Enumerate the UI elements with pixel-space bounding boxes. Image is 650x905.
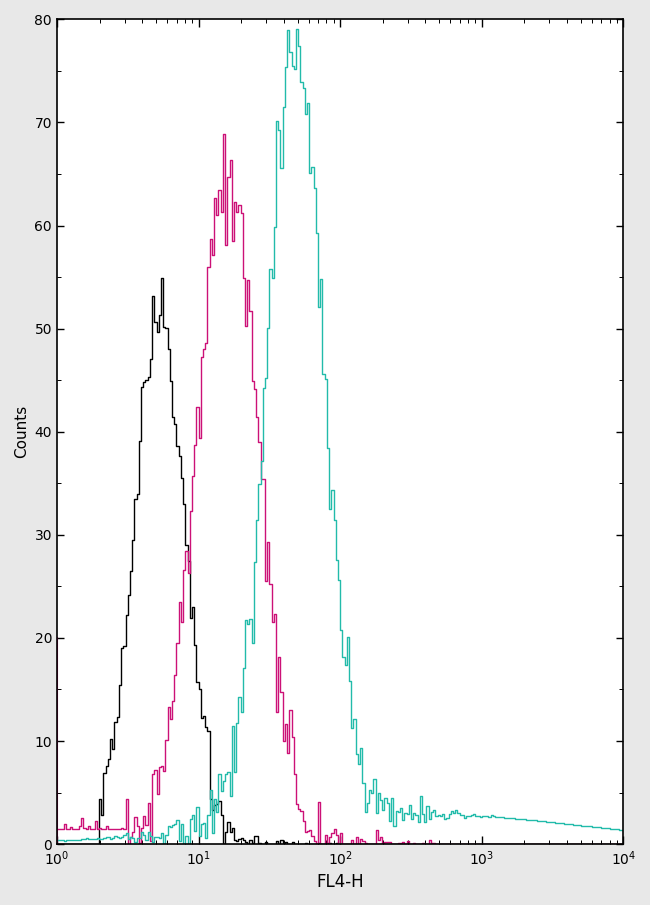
X-axis label: FL4-H: FL4-H	[317, 873, 364, 891]
Y-axis label: Counts: Counts	[14, 405, 29, 458]
